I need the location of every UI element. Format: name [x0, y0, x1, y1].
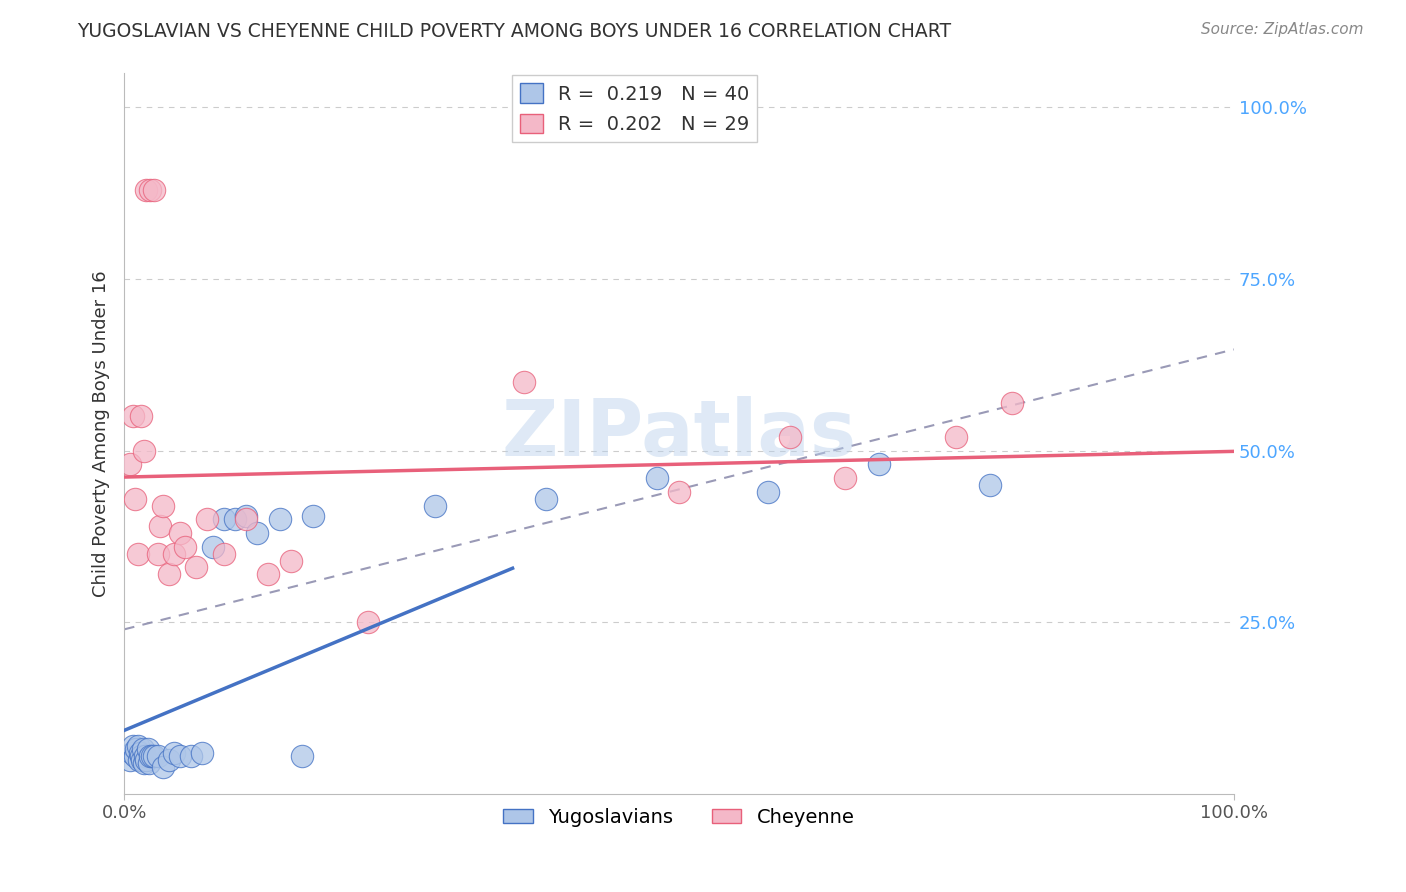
Point — [143, 183, 166, 197]
Point — [146, 547, 169, 561]
Point — [152, 499, 174, 513]
Point — [180, 749, 202, 764]
Legend: Yugoslavians, Cheyenne: Yugoslavians, Cheyenne — [496, 800, 862, 835]
Point — [756, 484, 779, 499]
Point — [146, 749, 169, 764]
Point — [138, 756, 160, 771]
Point — [174, 540, 197, 554]
Point — [868, 458, 890, 472]
Point — [512, 375, 534, 389]
Point — [121, 746, 143, 760]
Point — [163, 746, 186, 760]
Point — [235, 512, 257, 526]
Point — [131, 753, 153, 767]
Point — [124, 749, 146, 764]
Point — [212, 547, 235, 561]
Point — [979, 478, 1001, 492]
Point — [138, 749, 160, 764]
Point — [534, 491, 557, 506]
Point — [152, 759, 174, 773]
Point — [945, 430, 967, 444]
Point — [141, 749, 163, 764]
Point — [423, 499, 446, 513]
Point — [291, 749, 314, 764]
Point — [269, 512, 291, 526]
Point — [149, 519, 172, 533]
Point — [129, 409, 152, 424]
Point — [668, 484, 690, 499]
Point — [125, 742, 148, 756]
Point — [645, 471, 668, 485]
Point — [143, 749, 166, 764]
Point — [186, 560, 208, 574]
Text: YUGOSLAVIAN VS CHEYENNE CHILD POVERTY AMONG BOYS UNDER 16 CORRELATION CHART: YUGOSLAVIAN VS CHEYENNE CHILD POVERTY AM… — [77, 22, 952, 41]
Text: Source: ZipAtlas.com: Source: ZipAtlas.com — [1201, 22, 1364, 37]
Point — [128, 753, 150, 767]
Point — [136, 742, 159, 756]
Point — [224, 512, 246, 526]
Point — [128, 746, 150, 760]
Point — [135, 753, 157, 767]
Point — [212, 512, 235, 526]
Point — [235, 508, 257, 523]
Point — [134, 756, 156, 771]
Point — [124, 491, 146, 506]
Point — [127, 547, 149, 561]
Point — [129, 749, 152, 764]
Point — [834, 471, 856, 485]
Point — [157, 567, 180, 582]
Point — [132, 742, 155, 756]
Point — [169, 526, 191, 541]
Point — [135, 183, 157, 197]
Point — [163, 547, 186, 561]
Point — [134, 443, 156, 458]
Point — [157, 753, 180, 767]
Point — [118, 753, 141, 767]
Text: ZIPatlas: ZIPatlas — [502, 395, 856, 472]
Point — [118, 458, 141, 472]
Y-axis label: Child Poverty Among Boys Under 16: Child Poverty Among Boys Under 16 — [93, 270, 110, 597]
Point — [779, 430, 801, 444]
Point — [134, 749, 156, 764]
Point — [280, 553, 302, 567]
Point — [122, 409, 145, 424]
Point — [169, 749, 191, 764]
Point — [122, 739, 145, 753]
Point — [257, 567, 280, 582]
Point — [138, 183, 160, 197]
Point — [197, 512, 219, 526]
Point — [357, 615, 380, 630]
Point — [1001, 395, 1024, 409]
Point — [127, 739, 149, 753]
Point — [246, 526, 269, 541]
Point — [191, 746, 214, 760]
Point — [302, 508, 325, 523]
Point — [201, 540, 224, 554]
